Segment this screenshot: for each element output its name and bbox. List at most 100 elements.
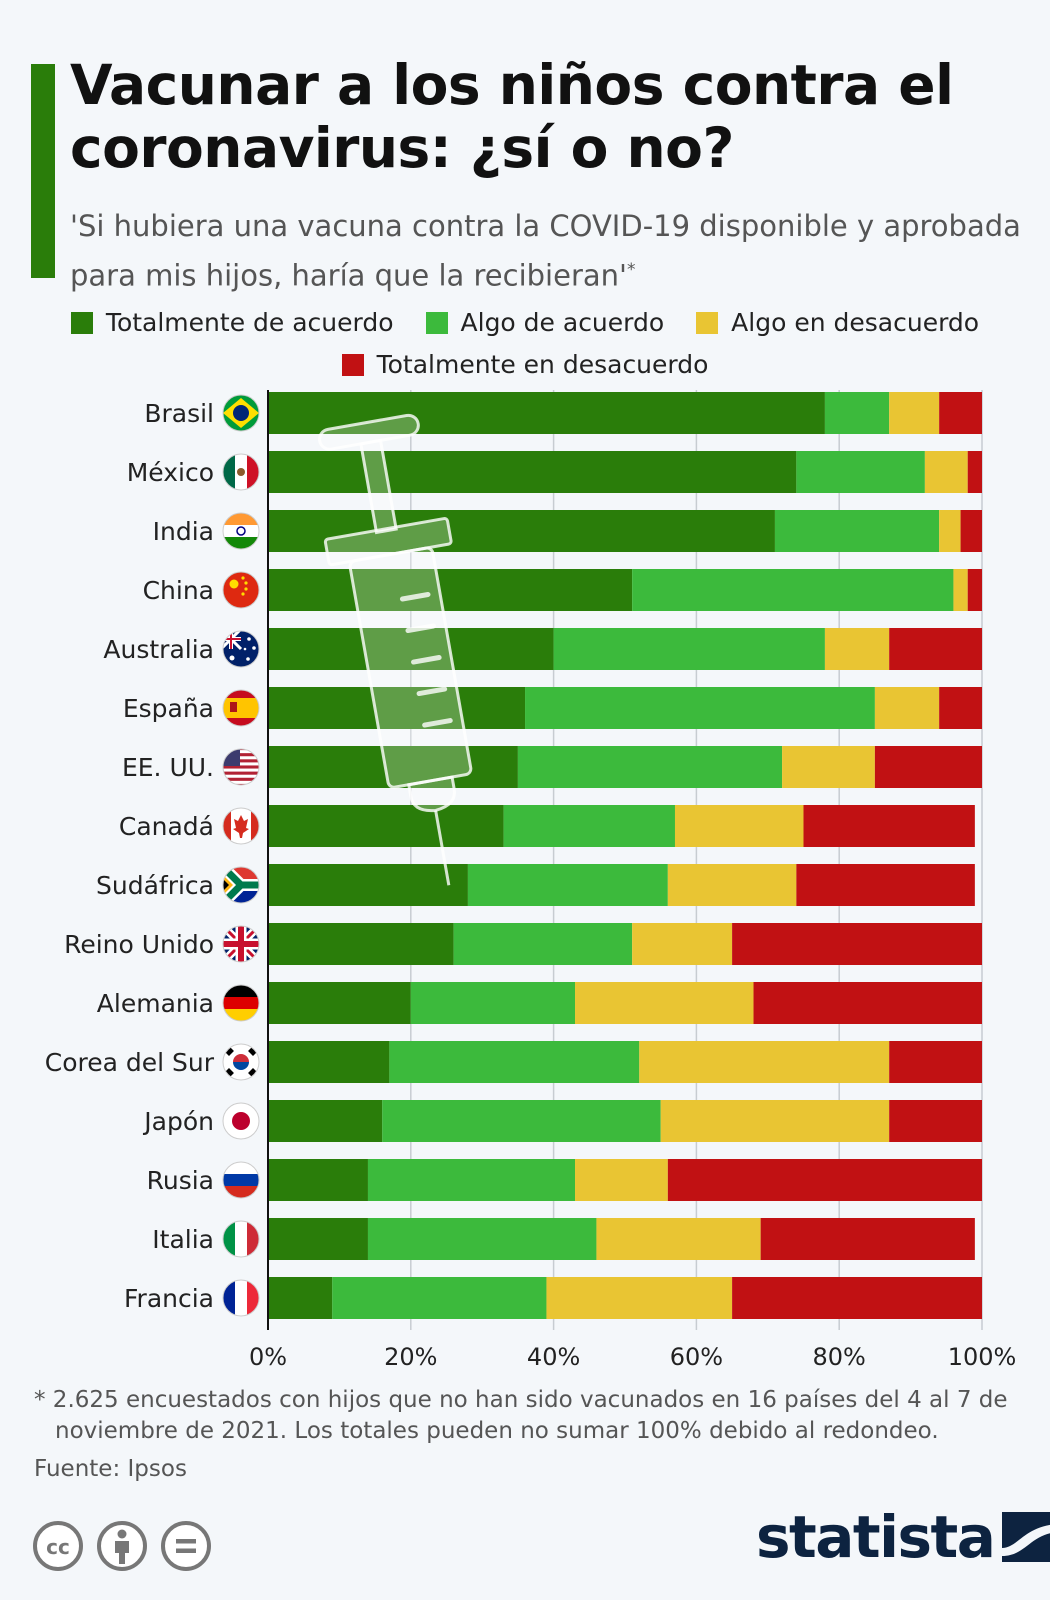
category-label: Canadá — [119, 812, 214, 841]
brand-name: statista — [756, 1503, 996, 1571]
bar-row — [268, 687, 982, 729]
bar-segment — [939, 687, 982, 729]
bar-segment — [889, 1041, 982, 1083]
attribution-icon[interactable] — [96, 1520, 148, 1572]
bar-segment — [268, 1100, 383, 1142]
bar-row — [268, 982, 982, 1024]
bar-segment — [889, 1100, 982, 1142]
category-label: Alemania — [97, 989, 214, 1018]
bar-segment — [268, 805, 504, 847]
x-tick-label: 20% — [384, 1343, 437, 1371]
legend-label: Algo en desacuerdo — [731, 308, 980, 337]
bar-segment — [732, 1277, 982, 1319]
category-label: India — [153, 517, 214, 546]
bar-segment — [760, 1218, 975, 1260]
category-label: Australia — [103, 635, 214, 664]
bar-segment — [410, 982, 576, 1024]
bar-segment — [268, 510, 775, 552]
bar-segment — [268, 569, 633, 611]
bar-segment — [382, 1100, 661, 1142]
x-tick-label: 0% — [249, 1343, 287, 1371]
license-icons: cc — [32, 1520, 224, 1572]
bar-segment — [874, 746, 982, 788]
legend-swatch — [425, 312, 448, 334]
x-tick-label: 100% — [948, 1343, 1017, 1371]
bar-row — [268, 1218, 975, 1260]
bar-segment — [553, 628, 825, 670]
bar-row — [268, 569, 982, 611]
syringe-illustration — [318, 413, 473, 886]
bars — [268, 392, 982, 1319]
bar-segment — [517, 746, 783, 788]
x-tick-labels: 0% 20% 40% 60% 80% 100% — [249, 1343, 1016, 1371]
bar-row — [268, 1041, 982, 1083]
legend-item: Algo en desacuerdo — [696, 302, 979, 344]
australia-flag-icon — [222, 630, 260, 668]
bar-segment — [367, 1218, 597, 1260]
bar-row — [268, 392, 982, 434]
footnote: * 2.625 encuestados con hijos que no han… — [34, 1387, 1008, 1444]
bar-row — [268, 923, 982, 965]
category-label: Rusia — [147, 1166, 214, 1195]
category-label: Japón — [142, 1107, 214, 1136]
title-accent-bar — [31, 64, 55, 278]
bar-segment — [268, 746, 518, 788]
bar-segment — [824, 628, 890, 670]
creative-commons-icon[interactable]: cc — [32, 1520, 84, 1572]
usa-flag-icon — [222, 748, 260, 786]
category-label: Sudáfrica — [96, 871, 214, 900]
x-tick-label: 80% — [813, 1343, 866, 1371]
category-label: Corea del Sur — [45, 1048, 215, 1077]
category-label: Brasil — [144, 399, 214, 428]
bar-segment — [268, 451, 797, 493]
legend-label: Totalmente de acuerdo — [105, 308, 394, 337]
bar-segment — [367, 1159, 576, 1201]
bar-segment — [575, 1159, 668, 1201]
bar-segment — [824, 392, 890, 434]
bar-segment — [939, 510, 961, 552]
bar-segment — [782, 746, 875, 788]
chart-subtitle: 'Si hubiera una vacuna contra la COVID-1… — [70, 204, 1030, 298]
legend-swatch — [696, 312, 719, 334]
bar-segment — [732, 923, 982, 965]
south-africa-flag-icon — [222, 866, 260, 904]
bar-row — [268, 451, 982, 493]
category-label: China — [143, 576, 214, 605]
india-flag-icon — [222, 512, 260, 550]
bar-segment — [924, 451, 968, 493]
bar-segment — [796, 864, 975, 906]
bar-segment — [525, 687, 875, 729]
category-label: Francia — [124, 1284, 214, 1313]
bar-segment — [389, 1041, 640, 1083]
bar-segment — [889, 392, 940, 434]
japan-flag-icon — [222, 1102, 260, 1140]
x-tick-label: 60% — [670, 1343, 723, 1371]
bar-segment — [268, 982, 411, 1024]
bar-segment — [268, 864, 468, 906]
source: Fuente: Ipsos — [34, 1456, 187, 1482]
bar-segment — [453, 923, 633, 965]
x-tick-label: 40% — [527, 1343, 580, 1371]
bar-segment — [268, 628, 554, 670]
bar-segment — [268, 392, 825, 434]
category-label: Italia — [152, 1225, 214, 1254]
china-flag-icon — [222, 571, 260, 609]
statista-logo[interactable]: statista — [756, 1508, 1050, 1566]
bar-segment — [546, 1277, 733, 1319]
bar-segment — [967, 569, 982, 611]
bar-segment — [632, 923, 733, 965]
bar-row — [268, 628, 982, 670]
bar-segment — [967, 451, 982, 493]
subtitle-footnote-mark: * — [627, 260, 636, 280]
bar-segment — [953, 569, 968, 611]
germany-flag-icon — [222, 984, 260, 1022]
bar-segment — [667, 1159, 982, 1201]
bar-segment — [268, 1041, 390, 1083]
bar-segment — [939, 392, 982, 434]
bar-segment — [639, 1041, 890, 1083]
category-label: México — [127, 458, 214, 487]
no-derivatives-icon[interactable] — [160, 1520, 212, 1572]
bar-segment — [803, 805, 975, 847]
legend-label: Totalmente en desacuerdo — [376, 350, 709, 379]
brazil-flag-icon — [222, 394, 260, 432]
